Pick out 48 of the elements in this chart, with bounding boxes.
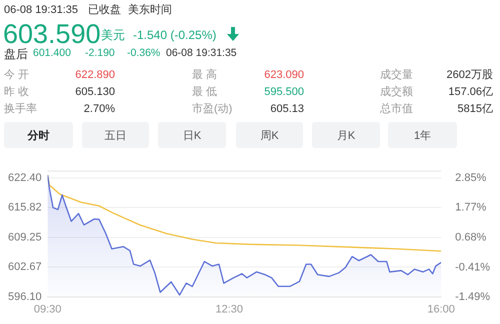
text: 5815亿 <box>458 103 493 115</box>
text: 换手率 <box>4 103 37 115</box>
text: 分时 <box>4 122 73 148</box>
x-tick-label: 12:30 <box>215 303 244 316</box>
text: 603.590 <box>3 19 101 49</box>
y-tick-label: 602.67 <box>8 261 42 274</box>
x-tick-label: 09:30 <box>34 303 62 316</box>
text: 美东时间 <box>128 4 172 16</box>
y2-tick-label: 0.68% <box>455 231 487 244</box>
text: -2.190 <box>85 47 115 59</box>
text: 美元 <box>101 28 125 42</box>
text: 157.06亿 <box>448 86 493 98</box>
text: 605.130 <box>75 86 115 98</box>
text: 605.13 <box>270 103 304 115</box>
text: 成交量 <box>380 69 413 81</box>
text: 昨 收 <box>4 86 30 98</box>
text: 盘后 <box>4 47 28 61</box>
text: 市盈(动) <box>192 103 232 115</box>
text: 总市值 <box>380 103 413 115</box>
y2-tick-label: -0.41% <box>455 261 490 274</box>
y-tick-label: 622.40 <box>8 172 42 184</box>
text: 1年 <box>388 122 457 148</box>
x-tick-label: 16:00 <box>427 303 455 316</box>
y2-tick-label: -1.49% <box>455 290 490 303</box>
y-tick-label: 609.25 <box>8 231 42 244</box>
text: 月K <box>312 122 380 148</box>
text: 最 低 <box>192 86 218 98</box>
text: 已收盘 <box>88 4 121 16</box>
text: 2602万股 <box>446 69 493 81</box>
text: 622.890 <box>75 69 115 81</box>
y-tick-label: 596.10 <box>8 290 42 303</box>
y2-tick-label: 2.85% <box>455 172 487 184</box>
text: 今 开 <box>4 69 30 81</box>
text: 595.500 <box>264 86 304 98</box>
y2-tick-label: 1.77% <box>455 202 487 214</box>
text: 06-08 19:31:35 <box>166 47 237 59</box>
text: 日K <box>158 122 226 148</box>
text: 623.090 <box>264 69 304 81</box>
y-tick-label: 615.82 <box>8 202 42 214</box>
text: 2.70% <box>84 103 115 115</box>
text: 周K <box>236 122 303 148</box>
text: -1.540 (-0.25%) <box>133 28 216 42</box>
text: 五日 <box>82 122 149 148</box>
text: 06-08 19:31:35 <box>4 4 78 16</box>
text: -0.36% <box>127 47 160 59</box>
text: 601.400 <box>33 47 71 59</box>
text: 最 高 <box>192 69 218 81</box>
text: 成交额 <box>380 86 413 98</box>
